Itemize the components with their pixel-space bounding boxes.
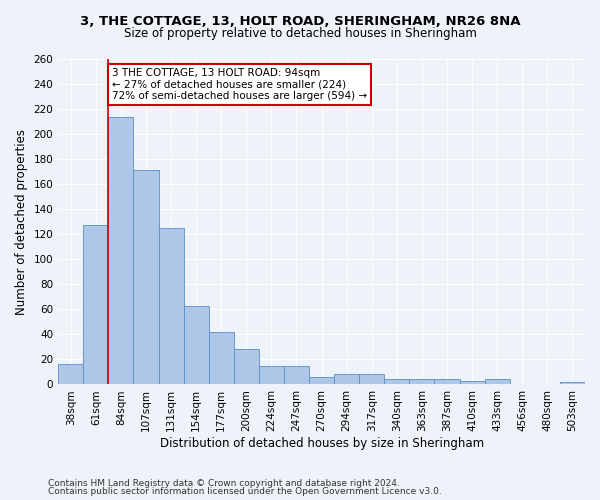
Text: 3, THE COTTAGE, 13, HOLT ROAD, SHERINGHAM, NR26 8NA: 3, THE COTTAGE, 13, HOLT ROAD, SHERINGHA… (80, 15, 520, 28)
Y-axis label: Number of detached properties: Number of detached properties (15, 128, 28, 314)
X-axis label: Distribution of detached houses by size in Sheringham: Distribution of detached houses by size … (160, 437, 484, 450)
Bar (284, 366, 309, 384)
Bar (234, 350, 259, 384)
Bar (109, 116, 133, 384)
Bar (460, 380, 485, 384)
Bar (485, 380, 510, 384)
Bar (133, 170, 158, 384)
Bar (58, 364, 83, 384)
Text: Contains public sector information licensed under the Open Government Licence v3: Contains public sector information licen… (48, 487, 442, 496)
Bar (158, 228, 184, 384)
Text: 3 THE COTTAGE, 13 HOLT ROAD: 94sqm
← 27% of detached houses are smaller (224)
72: 3 THE COTTAGE, 13 HOLT ROAD: 94sqm ← 27%… (112, 68, 367, 101)
Bar (560, 382, 585, 384)
Bar (334, 374, 359, 384)
Bar (209, 332, 234, 384)
Bar (309, 377, 334, 384)
Text: Size of property relative to detached houses in Sheringham: Size of property relative to detached ho… (124, 28, 476, 40)
Text: Contains HM Land Registry data © Crown copyright and database right 2024.: Contains HM Land Registry data © Crown c… (48, 478, 400, 488)
Bar (434, 380, 460, 384)
Bar (83, 226, 109, 384)
Bar (359, 374, 385, 384)
Bar (259, 366, 284, 384)
Bar (385, 380, 409, 384)
Bar (184, 306, 209, 384)
Bar (409, 380, 434, 384)
